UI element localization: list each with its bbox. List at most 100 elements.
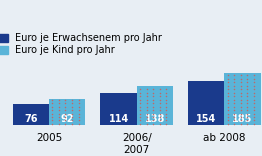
Point (158, 98, 162, 101)
Point (226, 109, 230, 111)
Point (151, 102, 155, 104)
Point (50, 116, 54, 118)
Point (232, 88, 236, 90)
Point (138, 102, 142, 104)
Point (50, 102, 54, 104)
Point (77, 98, 81, 101)
Point (158, 109, 162, 111)
Point (164, 98, 168, 101)
Bar (100, 93, 137, 125)
Point (252, 77, 256, 80)
Point (158, 102, 162, 104)
Point (226, 98, 230, 101)
Point (252, 105, 256, 108)
Point (138, 123, 142, 125)
Point (164, 102, 168, 104)
Point (138, 88, 142, 90)
Point (245, 91, 249, 94)
Point (77, 123, 81, 125)
Point (63, 112, 68, 115)
Point (226, 112, 230, 115)
Point (164, 105, 168, 108)
Point (70, 109, 74, 111)
Point (239, 95, 243, 97)
Point (252, 81, 256, 83)
Point (158, 105, 162, 108)
Point (226, 95, 230, 97)
Point (239, 112, 243, 115)
Point (151, 105, 155, 108)
Point (245, 81, 249, 83)
Point (138, 95, 142, 97)
Point (158, 116, 162, 118)
Point (226, 102, 230, 104)
Point (232, 123, 236, 125)
Point (245, 88, 249, 90)
Point (239, 109, 243, 111)
Point (50, 109, 54, 111)
Point (63, 119, 68, 122)
Point (158, 112, 162, 115)
Point (164, 109, 168, 111)
Point (63, 105, 68, 108)
Point (77, 109, 81, 111)
Point (226, 84, 230, 87)
Point (226, 91, 230, 94)
Point (252, 116, 256, 118)
Point (232, 77, 236, 80)
Point (50, 123, 54, 125)
Point (239, 88, 243, 90)
Point (164, 88, 168, 90)
Point (57, 112, 61, 115)
Point (245, 123, 249, 125)
Point (226, 123, 230, 125)
Point (252, 109, 256, 111)
Point (226, 116, 230, 118)
Bar (49, 99, 85, 125)
Point (232, 81, 236, 83)
Point (232, 112, 236, 115)
Bar (224, 73, 261, 125)
Point (164, 112, 168, 115)
Point (164, 123, 168, 125)
Point (151, 88, 155, 90)
Point (245, 84, 249, 87)
Point (239, 77, 243, 80)
Point (70, 105, 74, 108)
Point (252, 95, 256, 97)
Point (252, 102, 256, 104)
Point (63, 123, 68, 125)
Point (144, 91, 149, 94)
Point (232, 95, 236, 97)
Point (70, 119, 74, 122)
Text: 185: 185 (232, 114, 253, 124)
Point (232, 102, 236, 104)
Point (226, 119, 230, 122)
Point (138, 119, 142, 122)
Point (232, 109, 236, 111)
Point (151, 119, 155, 122)
Point (151, 109, 155, 111)
Point (164, 95, 168, 97)
Point (70, 98, 74, 101)
Point (252, 84, 256, 87)
Point (158, 123, 162, 125)
Point (245, 116, 249, 118)
Point (245, 112, 249, 115)
Point (138, 105, 142, 108)
Point (239, 91, 243, 94)
Point (63, 102, 68, 104)
Bar (137, 86, 173, 125)
Point (77, 112, 81, 115)
Point (232, 116, 236, 118)
Bar (13, 104, 49, 125)
Point (138, 112, 142, 115)
Point (77, 116, 81, 118)
Point (164, 91, 168, 94)
Point (151, 123, 155, 125)
Point (245, 98, 249, 101)
Bar (188, 81, 224, 125)
Point (158, 91, 162, 94)
Point (245, 119, 249, 122)
Point (151, 95, 155, 97)
